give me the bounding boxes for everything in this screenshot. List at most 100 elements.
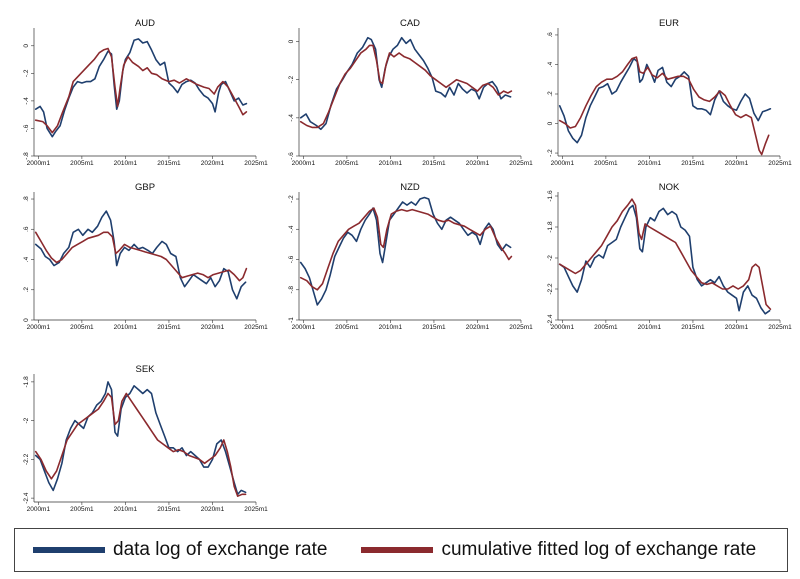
x-tick-label: 2000m1 bbox=[292, 160, 316, 167]
y-tick-label: -.2 bbox=[288, 76, 295, 84]
x-tick-label: 2020m1 bbox=[201, 506, 225, 513]
y-tick-label: -2.2 bbox=[547, 283, 554, 295]
y-tick-label: -1 bbox=[288, 317, 295, 323]
panel-title-sek: SEK bbox=[135, 364, 155, 375]
x-tick-label: 2010m1 bbox=[114, 160, 138, 167]
y-tick-label: .6 bbox=[547, 32, 554, 38]
legend-item-fitted: cumulative fitted log of exchange rate bbox=[361, 539, 756, 561]
x-tick-label: 2020m1 bbox=[201, 324, 225, 331]
x-tick-label: 2015m1 bbox=[422, 324, 446, 331]
series-line-data-nok bbox=[558, 204, 771, 315]
y-tick-label: .2 bbox=[23, 287, 30, 293]
y-tick-label: -.6 bbox=[288, 152, 295, 160]
panel-gbp: GBP .8 .6 .4 .2 0 2000m1 2005m1 2010m1 2015m1 2020… bbox=[23, 182, 268, 331]
y-tick-label: -.8 bbox=[288, 286, 295, 294]
x-tick-label: 2015m1 bbox=[157, 160, 181, 167]
y-tick-label: -.8 bbox=[23, 152, 30, 160]
x-tick-label: 2025m1 bbox=[509, 324, 533, 331]
y-tick-label: 0 bbox=[23, 44, 30, 48]
y-tick-label: 0 bbox=[23, 318, 30, 322]
y-tick-label: -2 bbox=[23, 417, 30, 423]
series-line-data-sek bbox=[34, 381, 247, 496]
y-tick-label: 0 bbox=[547, 121, 554, 125]
panel-sek: SEK -1.8 -2 -2.2 -2.4 2000m1 2005m1 2010m1 2015m… bbox=[23, 364, 268, 513]
x-tick-label: 2000m1 bbox=[27, 506, 51, 513]
legend-swatch-data bbox=[33, 547, 105, 553]
legend-item-data: data log of exchange rate bbox=[33, 539, 327, 561]
x-tick-label: 2025m1 bbox=[509, 160, 533, 167]
panel-title-cad: CAD bbox=[400, 18, 420, 29]
y-tick-label: -1.8 bbox=[547, 221, 554, 233]
x-tick-label: 2025m1 bbox=[244, 506, 268, 513]
x-tick-label: 2025m1 bbox=[768, 160, 792, 167]
x-tick-label: 2010m1 bbox=[114, 506, 138, 513]
legend-label-fitted: cumulative fitted log of exchange rate bbox=[441, 539, 757, 560]
y-tick-label: .2 bbox=[547, 91, 554, 97]
x-tick-label: 2000m1 bbox=[27, 160, 51, 167]
x-tick-label: 2005m1 bbox=[335, 324, 359, 331]
panel-title-gbp: GBP bbox=[135, 182, 155, 193]
x-tick-label: 2020m1 bbox=[466, 160, 490, 167]
y-tick-label: -.6 bbox=[288, 255, 295, 263]
panel-eur: EUR .6 .4 .2 0 -.2 2000m1 2005m1 2010m1 2015m1 202… bbox=[547, 18, 792, 167]
x-tick-label: 2015m1 bbox=[157, 506, 181, 513]
legend: data log of exchange rate cumulative fit… bbox=[14, 528, 788, 572]
x-tick-label: 2015m1 bbox=[422, 160, 446, 167]
y-tick-label: .4 bbox=[547, 61, 554, 67]
series-line-data-cad bbox=[299, 36, 512, 131]
x-tick-label: 2000m1 bbox=[27, 324, 51, 331]
y-tick-label: -.4 bbox=[23, 97, 30, 105]
y-tick-label: -.4 bbox=[288, 225, 295, 233]
panel-title-aud: AUD bbox=[135, 18, 155, 29]
x-tick-label: 2020m1 bbox=[201, 160, 225, 167]
y-tick-label: .6 bbox=[23, 226, 30, 232]
legend-swatch-fitted bbox=[361, 547, 434, 553]
x-tick-label: 2010m1 bbox=[379, 160, 403, 167]
y-tick-label: -2 bbox=[547, 255, 554, 261]
y-tick-label: -.2 bbox=[23, 69, 30, 77]
x-tick-label: 2010m1 bbox=[638, 160, 662, 167]
series-line-fitted-cad bbox=[299, 44, 513, 129]
x-tick-label: 2000m1 bbox=[292, 324, 316, 331]
x-tick-label: 2005m1 bbox=[70, 324, 94, 331]
x-tick-label: 2010m1 bbox=[638, 324, 662, 331]
panel-title-nzd: NZD bbox=[400, 182, 420, 193]
series-line-fitted-aud bbox=[34, 47, 248, 134]
legend-label-data: data log of exchange rate bbox=[113, 539, 328, 560]
series-line-data-aud bbox=[34, 38, 248, 138]
x-tick-label: 2015m1 bbox=[681, 160, 705, 167]
panel-title-nok: NOK bbox=[659, 182, 680, 193]
y-tick-label: .4 bbox=[23, 256, 30, 262]
y-tick-label: -2.2 bbox=[23, 453, 30, 465]
x-tick-label: 2005m1 bbox=[335, 160, 359, 167]
x-tick-label: 2005m1 bbox=[594, 324, 618, 331]
x-tick-label: 2005m1 bbox=[594, 160, 618, 167]
x-tick-label: 2015m1 bbox=[681, 324, 705, 331]
x-tick-label: 2000m1 bbox=[551, 160, 575, 167]
series-line-data-gbp bbox=[34, 210, 247, 300]
x-tick-label: 2005m1 bbox=[70, 506, 94, 513]
y-tick-label: -.4 bbox=[288, 114, 295, 122]
series-line-data-nzd bbox=[299, 196, 512, 306]
y-tick-label: -1.8 bbox=[23, 376, 30, 388]
series-line-fitted-nok bbox=[558, 198, 772, 310]
y-tick-label: 0 bbox=[288, 39, 295, 43]
x-tick-label: 2015m1 bbox=[157, 324, 181, 331]
y-tick-label: -2.4 bbox=[23, 492, 30, 504]
x-tick-label: 2020m1 bbox=[725, 324, 749, 331]
x-tick-label: 2020m1 bbox=[466, 324, 490, 331]
series-line-fitted-nzd bbox=[299, 207, 513, 291]
series-line-fitted-sek bbox=[34, 392, 247, 497]
y-tick-label: -.2 bbox=[288, 195, 295, 203]
series-line-fitted-eur bbox=[558, 56, 770, 156]
y-tick-label: -1.6 bbox=[547, 190, 554, 202]
x-tick-label: 2020m1 bbox=[725, 160, 749, 167]
y-tick-label: -.6 bbox=[23, 124, 30, 132]
panel-title-eur: EUR bbox=[659, 18, 679, 29]
